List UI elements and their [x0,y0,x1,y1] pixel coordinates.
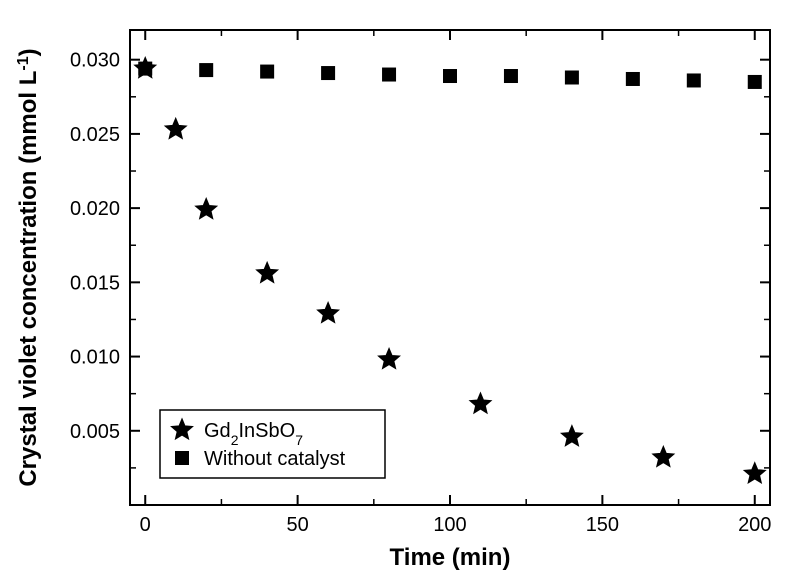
y-tick-label: 0.010 [70,347,120,369]
chart-container: 0 50 100 150 200 0.005 0.010 0.015 0.020 0.025 0.0… [0,0,800,587]
x-tick-label: 100 [433,514,466,536]
x-tick-label: 50 [286,514,308,536]
x-tick-label: 200 [738,514,771,536]
scatter-chart: 0 50 100 150 200 0.005 0.010 0.015 0.020 0.025 0.0… [0,0,800,587]
x-tick-label: 0 [140,514,151,536]
y-tick-label: 0.020 [70,198,120,220]
y-tick-label: 0.015 [70,272,120,294]
x-axis-label: Time (min) [390,544,511,571]
y-tick-label: 0.005 [70,421,120,443]
series-without-catalyst [138,62,762,89]
x-tick-label: 150 [586,514,619,536]
y-tick-label: 0.030 [70,50,120,72]
y-axis-label: Crystal violet concentration (mmol L-1) [15,48,43,486]
y-tick-label: 0.025 [70,124,120,146]
legend-label-without-catalyst: Without catalyst [204,448,346,470]
legend-label-gd2insbo7: Gd2InSbO7 [204,420,303,448]
